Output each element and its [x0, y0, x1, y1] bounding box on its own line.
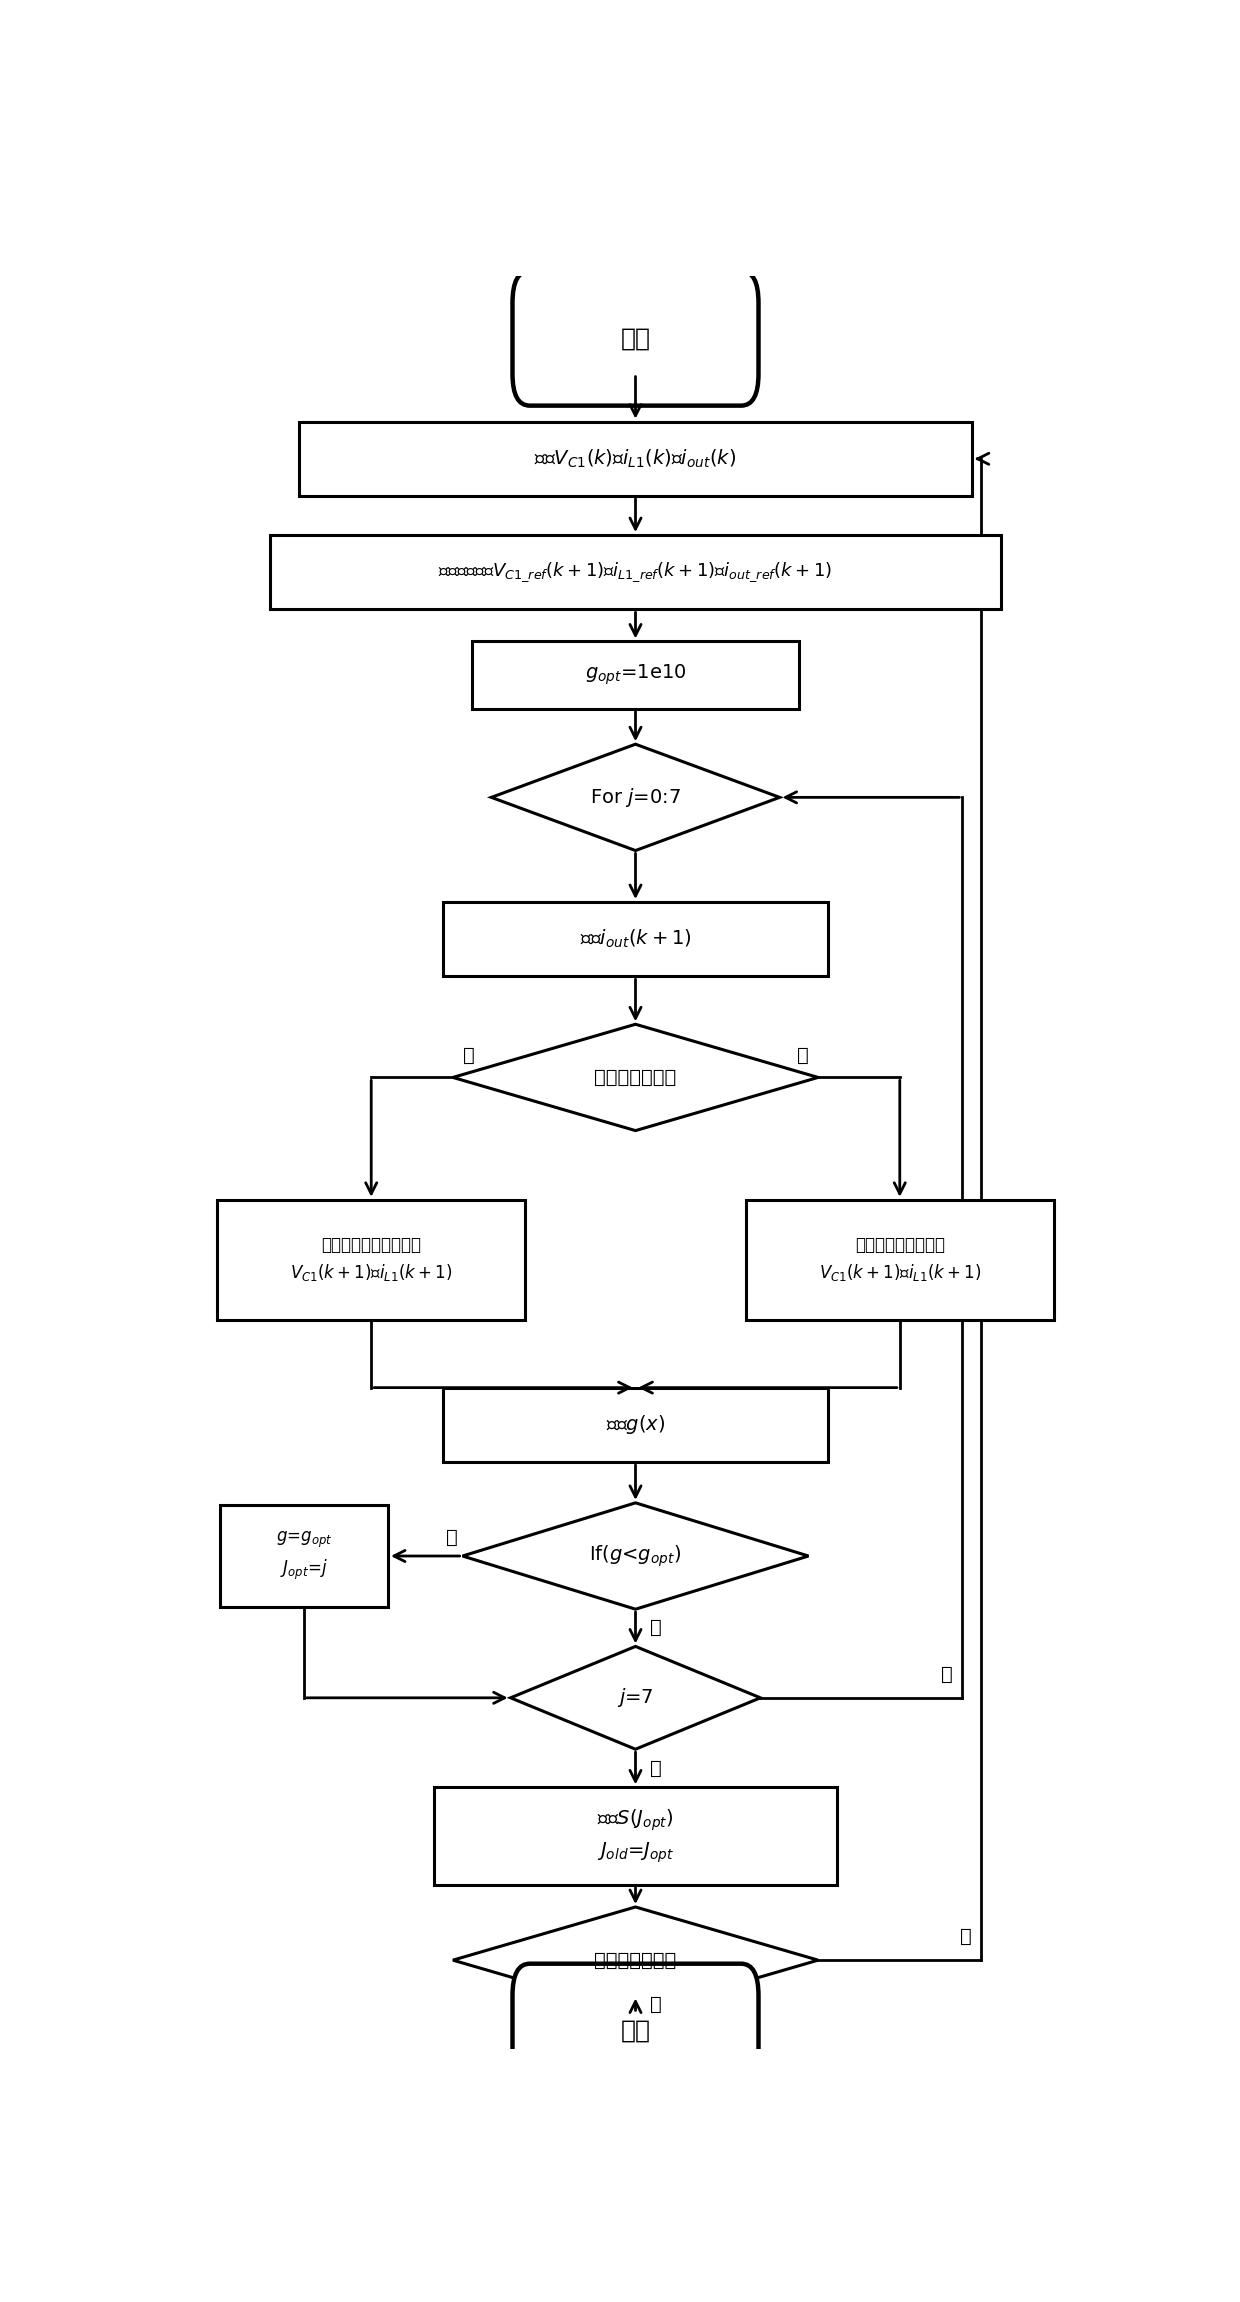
Text: 否: 否 [650, 1618, 662, 1637]
Text: 开始: 开始 [620, 327, 651, 350]
Text: If($g$<$g_{opt}$): If($g$<$g_{opt}$) [589, 1542, 682, 1568]
Polygon shape [463, 1503, 808, 1609]
Text: 应用$S$($J_{opt}$)
$J_{old}$=$J_{opt}$: 应用$S$($J_{opt}$) $J_{old}$=$J_{opt}$ [596, 1807, 675, 1865]
Text: For $j$=0:7: For $j$=0:7 [590, 785, 681, 808]
Text: 是否有停机指令: 是否有停机指令 [594, 1950, 677, 1971]
Bar [444, 1388, 828, 1462]
Text: $g$=$g_{opt}$
$J_{opt}$=$j$: $g$=$g_{opt}$ $J_{opt}$=$j$ [275, 1531, 332, 1581]
Text: 是: 是 [650, 1996, 662, 2014]
Text: 是否为直通矢量: 是否为直通矢量 [594, 1068, 677, 1087]
FancyBboxPatch shape [512, 1964, 759, 2099]
Bar [472, 642, 799, 709]
Bar [444, 902, 828, 976]
Text: 计算在非直通状态下的
$V_{C1}(k+1)$和$i_{L1}(k+1)$: 计算在非直通状态下的 $V_{C1}(k+1)$和$i_{L1}(k+1)$ [290, 1236, 453, 1285]
Bar [219, 1506, 388, 1607]
Bar [299, 421, 972, 495]
Text: 计算$g(x)$: 计算$g(x)$ [606, 1413, 665, 1436]
Bar [217, 1199, 525, 1321]
Polygon shape [453, 1024, 818, 1130]
Text: 计算给定参数$V_{C1\_ref}(k+1)$、$i_{L1\_ref}(k+1)$、$i_{out\_ref}(k+1)$: 计算给定参数$V_{C1\_ref}(k+1)$、$i_{L1\_ref}(k+… [439, 559, 832, 585]
Polygon shape [453, 1906, 818, 2014]
Bar [746, 1199, 1054, 1321]
Text: 测量$V_{C1}(k)$、$i_{L1}(k)$、$i_{out}(k)$: 测量$V_{C1}(k)$、$i_{L1}(k)$、$i_{out}(k)$ [534, 447, 737, 470]
Text: $j$=7: $j$=7 [618, 1687, 653, 1710]
FancyBboxPatch shape [512, 272, 759, 405]
Text: 否: 否 [463, 1045, 474, 1066]
Text: 是: 是 [650, 1759, 662, 1777]
Polygon shape [491, 744, 780, 849]
Text: 是: 是 [797, 1045, 808, 1066]
Text: $g_{opt}$=1e10: $g_{opt}$=1e10 [585, 663, 686, 688]
Text: 计算在直通状态下的
$V_{C1}(k+1)$和$i_{L1}(k+1)$: 计算在直通状态下的 $V_{C1}(k+1)$和$i_{L1}(k+1)$ [818, 1236, 981, 1285]
Text: 否: 否 [941, 1664, 952, 1683]
Text: 否: 否 [960, 1927, 972, 1945]
Text: 结束: 结束 [620, 2019, 651, 2044]
Bar [434, 1786, 837, 1885]
Text: 是: 是 [446, 1529, 458, 1547]
Text: 计算$i_{out}(k+1)$: 计算$i_{out}(k+1)$ [580, 928, 691, 951]
Polygon shape [511, 1646, 760, 1750]
Bar [270, 534, 1001, 610]
